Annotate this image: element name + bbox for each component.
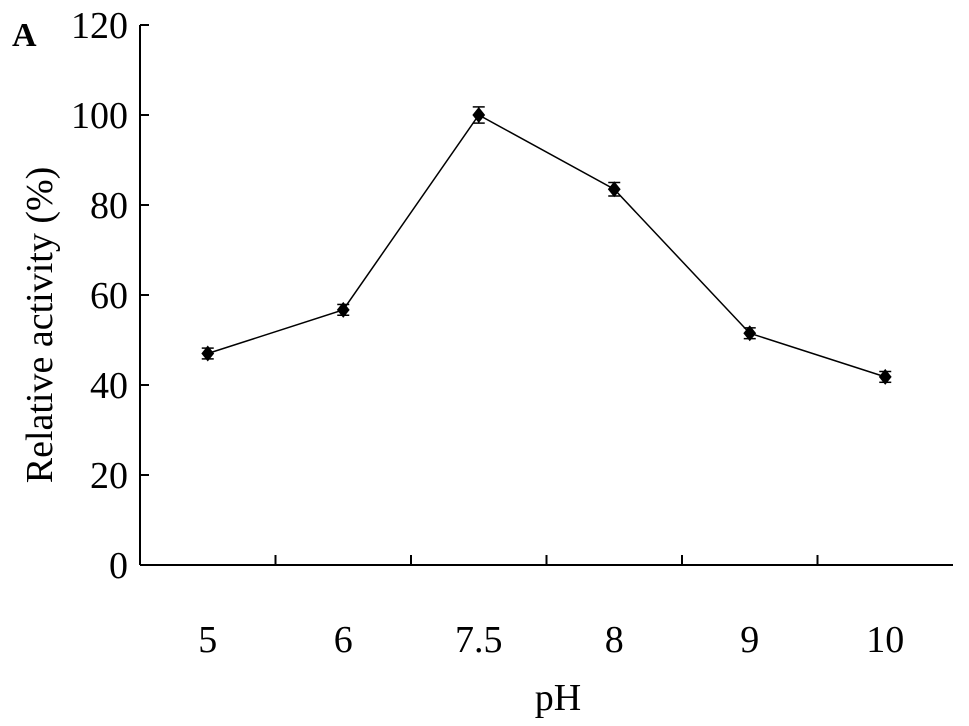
y-tick-label: 40 (90, 365, 128, 407)
y-tick-label: 20 (90, 455, 128, 497)
axes (139, 24, 953, 566)
data-point (336, 301, 350, 318)
x-tick-label: 5 (198, 619, 217, 661)
x-tick-labels: 5 6 7.5 8 9 10 (198, 619, 904, 661)
data-point (743, 325, 757, 342)
y-tick-label: 100 (71, 95, 128, 137)
y-tick-label: 60 (90, 275, 128, 317)
x-tick-label: 9 (740, 619, 759, 661)
x-tick-label: 8 (605, 619, 624, 661)
y-tick-label: 80 (90, 185, 128, 227)
series-line (207, 114, 886, 378)
data-point (472, 107, 486, 123)
data-point (878, 368, 892, 385)
y-tick-labels: 0 20 40 60 80 100 120 (71, 5, 128, 587)
x-tick-label: 6 (334, 619, 353, 661)
panel-label: A (12, 17, 37, 54)
series-layer (201, 106, 892, 385)
y-tick-label: 0 (109, 545, 128, 587)
data-point (607, 181, 621, 198)
x-tick-label: 10 (866, 619, 904, 661)
y-tick-label: 120 (71, 5, 128, 47)
x-tick-label: 7.5 (455, 619, 503, 661)
y-axis-label: Relative activity (%) (19, 167, 61, 484)
x-axis-label: pH (535, 677, 581, 719)
data-point (201, 345, 215, 362)
